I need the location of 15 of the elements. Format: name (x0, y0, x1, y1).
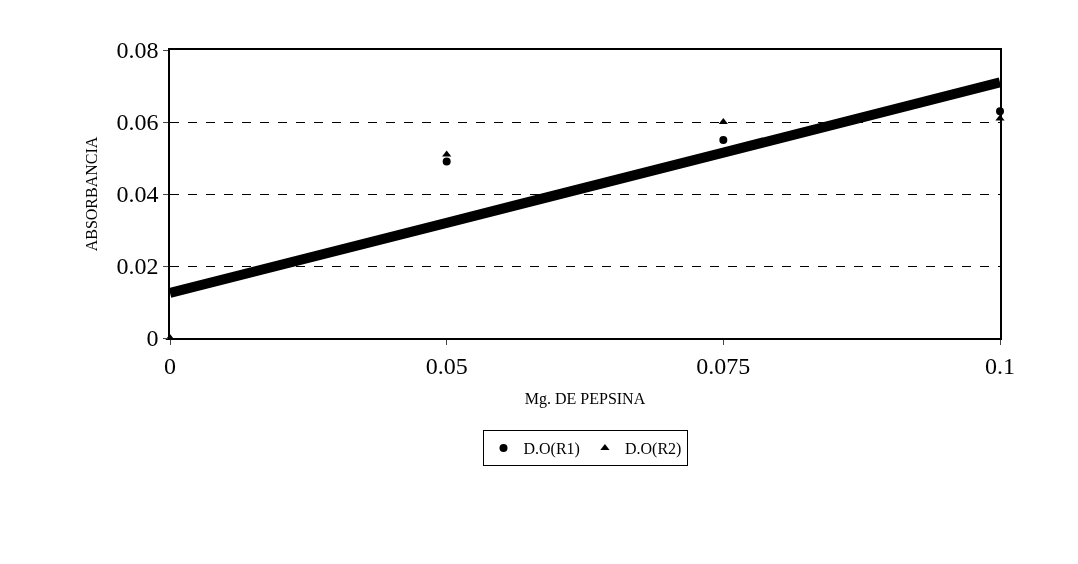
legend-label: D.O(R2) (624, 440, 682, 459)
y-tick-label: 0.02 (116, 253, 159, 280)
x-tick-label: 0 (164, 352, 176, 379)
y-tick-label: 0 (146, 325, 159, 352)
point (719, 136, 728, 144)
x-tick-label: 0.075 (696, 352, 751, 379)
y-tick-label: 0.06 (116, 109, 159, 136)
x-axis-title: Mg. DE PEPSINA (524, 389, 646, 408)
y-tick-label: 0.08 (116, 37, 159, 64)
x-tick-label: 0.1 (985, 352, 1015, 379)
point (442, 157, 451, 166)
legend-label: D.O(R1) (523, 440, 580, 459)
y-tick-label: 0.04 (116, 181, 159, 208)
y-axis-title: ABSORBANCIA (82, 136, 100, 252)
x-tick-label: 0.05 (425, 352, 468, 379)
